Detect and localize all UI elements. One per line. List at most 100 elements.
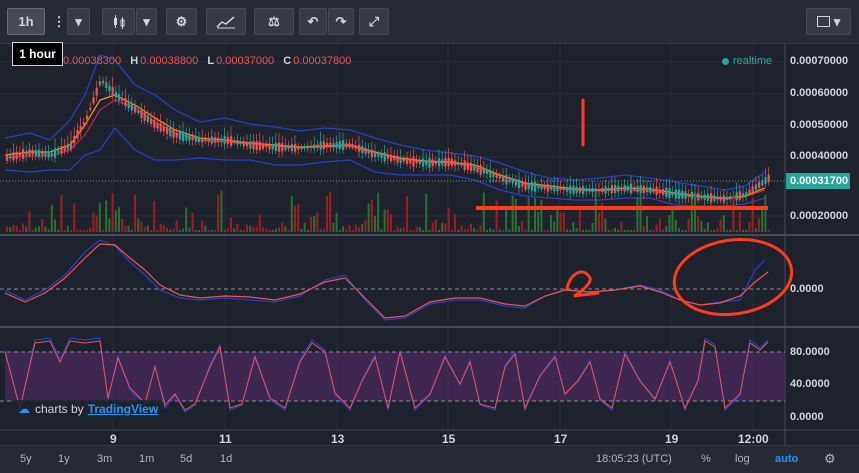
candle-body [396,155,399,163]
volume-bar [50,204,53,232]
range-3m-button[interactable]: 3m [97,453,113,465]
volume-bar [428,229,431,232]
volume-bar [514,198,517,232]
candle-body [700,195,703,199]
candle-body [342,140,345,150]
volume-bar [47,229,50,232]
candle-body [246,141,249,147]
volume-bar [690,198,693,232]
volume-bar [556,205,559,232]
volume-bar [425,193,428,232]
utc-clock[interactable]: 18:05:23 (UTC) [596,453,672,465]
volume-bar [463,228,466,232]
candle-body [57,150,60,153]
candle-body [633,186,636,191]
range-1m-button[interactable]: 1m [139,453,155,465]
volume-bar [335,213,338,232]
volume-bar [671,209,674,232]
candle-body [537,185,540,189]
candle-body [527,183,530,190]
volume-bar [460,225,463,232]
candle-body [239,141,242,145]
volume-bar [546,229,549,232]
candle-body [735,192,738,201]
range-1y-button[interactable]: 1y [58,453,70,465]
interval-button[interactable]: 1h [7,8,45,35]
tradingview-branding[interactable]: ☁ charts by TradingView [14,400,163,418]
volume-bar [66,225,69,232]
candle-body [310,145,313,148]
volume-bar [466,229,469,232]
realtime-indicator: realtime [722,55,772,67]
candle-body [479,164,482,175]
compare-scale-icon[interactable]: ⚖ [254,8,294,35]
volume-bar [719,219,722,232]
candle-body [502,175,505,182]
candle-body [428,158,431,168]
volume-bar [252,226,255,232]
candle-body [415,160,418,164]
volume-bar [444,223,447,232]
candle-body [431,159,434,167]
gear-icon[interactable]: ⚙ [166,8,197,35]
tradingview-link[interactable]: TradingView [87,402,159,416]
volume-bar [732,194,735,232]
candle-body [409,158,412,164]
candle-body [364,147,367,154]
candle-body [713,195,716,201]
volume-bar [655,224,658,232]
volume-bar [537,211,540,232]
volume-bar [470,223,472,232]
chart-type-dropdown-icon[interactable]: ▾ [136,8,157,35]
interval-dropdown-icon[interactable]: ▾ [67,8,90,35]
volume-bar [41,219,44,232]
candle-body [28,149,31,156]
log-toggle[interactable]: log [735,453,750,465]
volume-bar [729,229,732,232]
candle-body [438,158,441,167]
bottom-toolbar: 5y 1y 3m 1m 5d 1d 18:05:23 (UTC) % log a… [0,445,859,473]
volume-bar [607,229,610,232]
candle-body [178,131,181,140]
fullscreen-icon[interactable]: ⤢ [359,8,389,35]
range-5y-button[interactable]: 5y [20,453,32,465]
candle-body [524,181,527,190]
more-intervals-icon[interactable]: ⋮ [52,13,66,29]
volume-bar [175,220,178,232]
volume-bar [751,197,754,232]
macd-signal-line [4,239,766,321]
redo-icon[interactable]: ↷ [328,8,354,35]
volume-bar [118,207,120,232]
volume-bar [294,206,296,232]
gear-icon[interactable]: ⚙ [824,451,836,466]
volume-bar [140,221,143,232]
volume-bar [319,229,322,232]
candle-body [569,185,572,194]
candle-body [393,157,396,161]
volume-bar [239,229,242,232]
candle-body [665,187,668,198]
candle-body [687,194,690,197]
candle-body [54,148,57,158]
volume-bar [15,225,18,232]
bollinger-upper [4,54,766,191]
candle-body [383,152,386,162]
range-1d-button[interactable]: 1d [220,453,233,465]
volume-bar [364,219,367,232]
volume-bar [281,222,284,232]
candle-body [105,82,108,88]
candle-body [441,159,444,166]
undo-icon[interactable]: ↶ [299,8,327,35]
volume-bar [226,227,229,232]
candle-body [297,146,300,150]
candle-body [434,160,437,165]
indicators-icon[interactable] [206,8,246,35]
volume-bar [441,222,444,232]
range-5d-button[interactable]: 5d [180,453,193,465]
annotation-circle [672,237,794,317]
percent-toggle[interactable]: % [701,453,711,465]
volume-bar [402,227,405,232]
layout-dropdown-icon[interactable]: ▾ [806,8,851,35]
auto-toggle[interactable]: auto [775,453,799,465]
candles-icon[interactable] [102,8,135,35]
